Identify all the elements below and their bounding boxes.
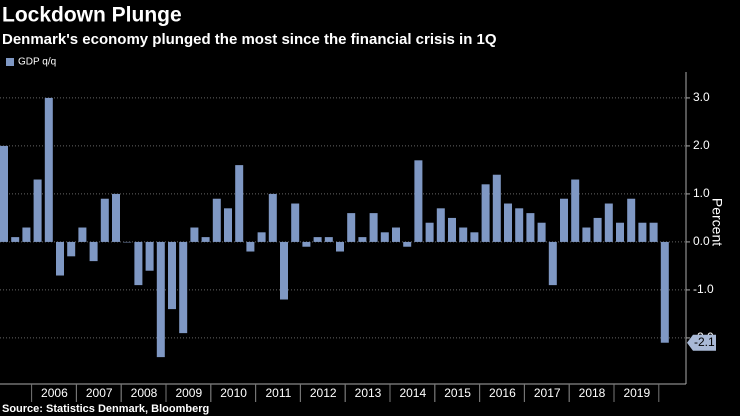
bar <box>134 241 143 286</box>
y-tick-label: 1.0 <box>693 186 710 200</box>
bar <box>649 222 658 242</box>
bar <box>560 198 568 242</box>
bar <box>660 241 669 343</box>
bar <box>268 193 277 242</box>
bar <box>380 232 389 242</box>
bar <box>190 227 199 242</box>
bar <box>313 237 322 242</box>
bar <box>67 241 76 257</box>
bar <box>201 237 210 242</box>
source: Source: Statistics Denmark, Bloomberg <box>2 403 209 415</box>
y-tick-label: 0.0 <box>693 234 710 248</box>
bar <box>571 179 580 242</box>
bar <box>100 198 109 242</box>
bar <box>89 241 98 262</box>
x-tick-label: 2010 <box>220 386 247 400</box>
legend-label: GDP q/q <box>18 57 56 68</box>
bar <box>123 241 132 243</box>
bar <box>414 160 423 242</box>
bar <box>0 145 8 242</box>
bar <box>224 208 232 242</box>
y-axis-label: Percent <box>709 198 725 246</box>
bar <box>33 179 42 242</box>
x-tick-label: 2019 <box>623 386 650 400</box>
bar <box>324 237 333 242</box>
bar <box>537 222 546 242</box>
bar <box>78 227 87 242</box>
bar <box>369 213 378 242</box>
bar <box>459 227 468 242</box>
chart-subtitle: Denmark's economy plunged the most since… <box>2 31 497 48</box>
bar <box>403 241 412 247</box>
bar <box>515 208 524 242</box>
x-tick-label: 2011 <box>265 386 291 400</box>
bar <box>436 208 445 242</box>
bar <box>526 213 535 242</box>
bar <box>425 222 434 242</box>
y-tick-label: 2.0 <box>693 138 710 152</box>
bar <box>11 237 20 242</box>
bar <box>56 241 64 276</box>
bar <box>280 241 288 300</box>
bar <box>291 203 300 242</box>
x-tick-label: 2017 <box>534 386 561 400</box>
x-tick-label: 2009 <box>175 386 202 400</box>
value-callout <box>687 334 716 351</box>
chart-title: Lockdown Plunge <box>2 4 182 27</box>
bar <box>168 241 176 310</box>
bar <box>582 227 591 242</box>
bar <box>336 241 344 252</box>
bar <box>470 232 479 242</box>
bar <box>22 227 31 242</box>
bar <box>235 165 244 242</box>
bar <box>548 241 557 286</box>
bar <box>627 198 636 242</box>
x-tick-label: 2007 <box>86 386 113 400</box>
bar <box>492 174 501 242</box>
bar <box>504 203 512 242</box>
bar <box>44 97 53 242</box>
bar <box>246 241 255 252</box>
bar <box>392 227 400 242</box>
bar <box>212 198 221 242</box>
x-tick-label: 2015 <box>444 386 471 400</box>
bar <box>358 237 367 242</box>
bar <box>257 232 266 242</box>
bar <box>593 217 602 242</box>
y-tick-label: -1.0 <box>693 282 714 296</box>
bar <box>179 241 188 334</box>
y-tick-label: 3.0 <box>693 90 710 104</box>
bar <box>448 217 456 242</box>
bar <box>156 241 165 358</box>
bar <box>616 222 624 242</box>
bar <box>481 184 490 242</box>
x-tick-label: 2016 <box>489 386 516 400</box>
x-tick-label: 2014 <box>399 386 426 400</box>
value-label: -2.1 <box>694 335 715 349</box>
bar <box>604 203 613 242</box>
x-tick-label: 2018 <box>579 386 606 400</box>
bar <box>347 213 356 242</box>
x-tick-label: 2012 <box>310 386 337 400</box>
bar <box>302 241 311 247</box>
legend-swatch <box>6 58 14 66</box>
bar <box>112 193 120 242</box>
x-tick-label: 2013 <box>355 386 382 400</box>
x-tick-label: 2008 <box>131 386 158 400</box>
x-tick-label: 2006 <box>41 386 68 400</box>
bar <box>638 222 647 242</box>
bar <box>145 241 154 271</box>
